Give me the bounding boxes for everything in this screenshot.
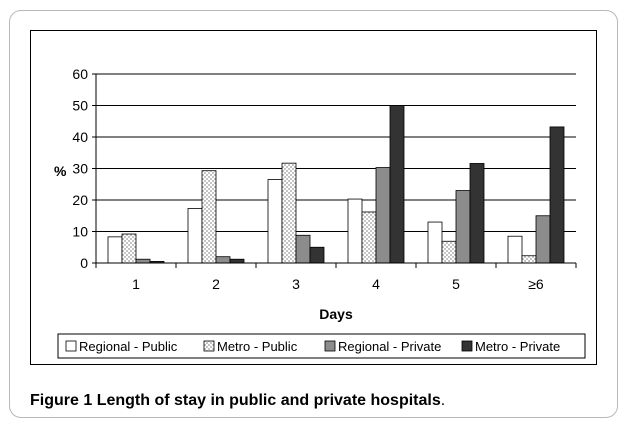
bar (309, 246, 325, 264)
bar (469, 163, 485, 264)
bar (229, 258, 245, 264)
bar (507, 235, 523, 264)
bar (347, 198, 363, 264)
figure-label: Figure 1 (30, 392, 93, 409)
bar (135, 258, 151, 264)
x-tick-label: 2 (212, 276, 220, 292)
legend-label: Metro - Private (475, 339, 560, 354)
chart-area (30, 30, 597, 365)
bar (187, 208, 203, 264)
caption-end: . (440, 392, 446, 409)
figure-title: Length of stay in public and private hos… (96, 392, 441, 409)
bar (549, 126, 565, 264)
y-tick-label: 40 (72, 129, 88, 145)
y-tick-label: 60 (72, 66, 88, 82)
legend-swatch (203, 340, 215, 352)
bar (361, 211, 377, 264)
bar (535, 215, 551, 264)
x-axis-label: Days (319, 306, 353, 322)
y-tick-label: 20 (72, 192, 88, 208)
bar (427, 221, 443, 264)
bar (455, 190, 471, 264)
bar (441, 240, 457, 264)
bar (295, 234, 311, 264)
x-tick-label: 3 (292, 276, 300, 292)
legend-label: Regional - Private (338, 339, 441, 354)
legend-box (57, 333, 586, 359)
legend-label: Regional - Public (79, 339, 178, 354)
x-tick-label: 4 (372, 276, 380, 292)
y-tick-label: 10 (72, 224, 88, 240)
bar (281, 162, 297, 264)
bar (201, 170, 217, 264)
y-tick-label: 0 (80, 255, 88, 271)
x-tick-label: 5 (452, 276, 460, 292)
x-tick-label: 1 (132, 276, 140, 292)
bar (267, 179, 283, 264)
legend-swatch (65, 340, 77, 352)
bar (215, 256, 231, 264)
bar (121, 233, 137, 264)
bar (375, 167, 391, 264)
legend-swatch (461, 340, 473, 352)
bar (107, 236, 123, 264)
legend-label: Metro - Public (217, 339, 298, 354)
x-tick-label: ≥6 (528, 276, 544, 292)
figure-caption: Figure 1 Length of stay in public and pr… (30, 392, 445, 410)
legend-swatch (324, 340, 336, 352)
y-tick-label: 50 (72, 98, 88, 114)
bar (521, 255, 537, 264)
y-axis-label: % (54, 163, 67, 179)
bar (389, 105, 405, 264)
y-tick-label: 30 (72, 161, 88, 177)
